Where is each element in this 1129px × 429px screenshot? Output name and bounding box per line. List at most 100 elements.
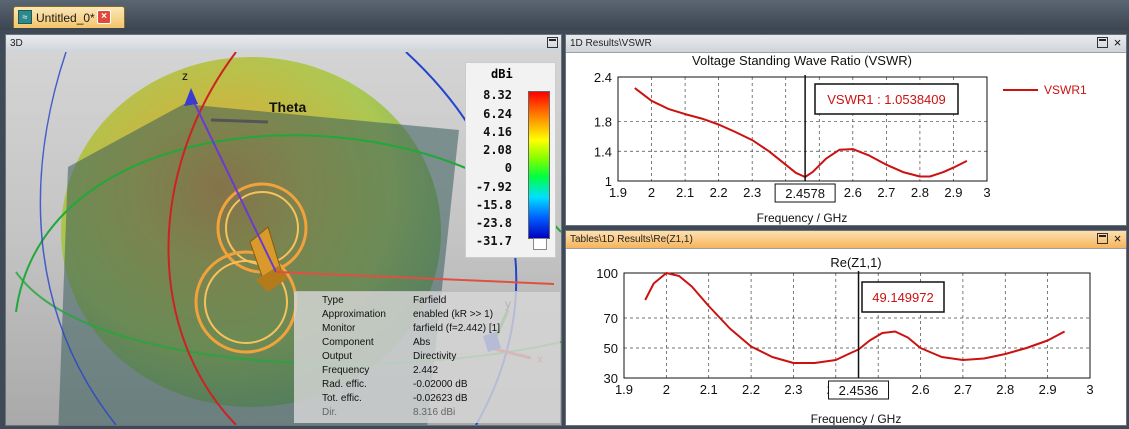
- y-tick-label: 100: [596, 266, 618, 281]
- farfield-info-table: Type Farfield Approximation enabled (kR >>…: [294, 291, 560, 423]
- x-tick-label: 2: [663, 382, 670, 397]
- chart-axes: 1.922.12.22.32.42.52.62.72.82.9310070503…: [596, 266, 1093, 397]
- panel-rez-titlebar: Tables\1D Results\Re(Z1,1) ×: [566, 231, 1126, 249]
- panel-rez-title: Tables\1D Results\Re(Z1,1): [570, 234, 693, 245]
- marker-value-label: VSWR1 : 1.0538409: [827, 92, 946, 107]
- x-axis-title: Frequency / GHz: [811, 412, 902, 425]
- panel-vswr-title: 1D Results\VSWR: [570, 38, 652, 49]
- x-tick-label: 1.9: [615, 382, 633, 397]
- legend-tick: -23.8: [475, 216, 512, 230]
- rez-chart[interactable]: Re(Z1,1) 1.922.12.22.32.42.52.62.72.82.9…: [566, 249, 1126, 425]
- chart-marker: 2.4578 VSWR1 : 1.0538409: [774, 75, 959, 203]
- document-tab-bar: ≈ Untitled_0* ×: [0, 0, 1129, 30]
- y-tick-label: 1.8: [594, 115, 612, 130]
- y-tick-label: 1.4: [594, 144, 612, 159]
- y-tick-label: 30: [604, 371, 618, 386]
- x-tick-label: 2: [648, 185, 655, 200]
- x-tick-label: 2.9: [1039, 382, 1057, 397]
- x-tick-label: 2.2: [710, 185, 728, 200]
- legend-tick: -15.8: [475, 198, 512, 212]
- panel-vswr-titlebar: 1D Results\VSWR ×: [566, 35, 1126, 53]
- legend-tick: 8.32: [483, 88, 512, 102]
- x-tick-label: 2.8: [996, 382, 1014, 397]
- chart-marker: 2.4536 49.149972: [828, 271, 945, 400]
- maximize-icon[interactable]: [547, 37, 558, 48]
- close-tab-icon[interactable]: ×: [97, 10, 111, 24]
- info-row: Tot. effic. -0.02623 dB: [322, 393, 468, 404]
- x-tick-label: 2.2: [742, 382, 760, 397]
- marker-x-label: 2.4578: [785, 186, 825, 201]
- legend-tick: 0: [504, 161, 512, 175]
- marker-value-box: [861, 281, 945, 313]
- marker-x-label: 2.4536: [839, 383, 879, 398]
- x-tick-label: 2.6: [912, 382, 930, 397]
- info-row: Monitor farfield (f=2.442) [1]: [322, 323, 500, 334]
- plot-frame: [623, 272, 1091, 379]
- legend-color-bar-end: [533, 238, 547, 250]
- x-tick-label: 2.7: [954, 382, 972, 397]
- chart-series: [634, 87, 968, 178]
- legend-tick: 2.08: [483, 143, 512, 157]
- theta-arrow: [210, 118, 269, 124]
- x-tick-label: 2.1: [700, 382, 718, 397]
- vswr-chart[interactable]: Voltage Standing Wave Ratio (VSWR) 1.9 2 2…: [566, 53, 1126, 225]
- y-tick-label: 2.4: [594, 70, 612, 85]
- phi-arc-red: [167, 52, 237, 425]
- y-tick-label: 1: [605, 174, 612, 189]
- panel-vswr: 1D Results\VSWR × Voltage Standing Wave …: [565, 34, 1127, 226]
- x-tick-label: 1.9: [609, 185, 627, 200]
- document-tab[interactable]: ≈ Untitled_0* ×: [13, 6, 125, 28]
- close-icon[interactable]: ×: [1113, 231, 1122, 246]
- phi-direction-line: [275, 271, 555, 285]
- app-icon: ≈: [18, 10, 32, 24]
- series-line: [644, 272, 1066, 364]
- chart-series: [644, 272, 1066, 364]
- chart-title: Voltage Standing Wave Ratio (VSWR): [692, 53, 912, 68]
- x-tick-label: 2.6: [844, 185, 862, 200]
- legend-entry: VSWR1: [1044, 83, 1087, 97]
- legend-color-bar: [528, 91, 550, 239]
- legend-tick: -7.92: [475, 180, 512, 194]
- close-icon[interactable]: ×: [1113, 35, 1122, 50]
- z-axis-label: z: [182, 69, 188, 83]
- x-tick-label: 2.3: [743, 185, 761, 200]
- feed-ring-lower-inner: [204, 260, 288, 344]
- maximize-icon[interactable]: [1097, 233, 1108, 244]
- info-row: Component Abs: [322, 337, 431, 348]
- x-axis-title: Frequency / GHz: [757, 211, 848, 225]
- x-tick-label: 3: [1086, 382, 1093, 397]
- legend-tick: 4.16: [483, 125, 512, 139]
- x-tick-label: 2.9: [944, 185, 962, 200]
- info-row: Dir. 8.316 dBi: [322, 407, 456, 418]
- info-row: Type Farfield: [322, 295, 447, 306]
- x-tick-label: 2.7: [877, 185, 895, 200]
- chart-title: Re(Z1,1): [830, 255, 881, 270]
- color-legend: dBi 8.32 6.24 4.16 2.08 0 -7.92 -15.8 -2…: [465, 62, 556, 258]
- marker-value-label: 49.149972: [872, 290, 933, 305]
- x-tick-label: 2.1: [676, 185, 694, 200]
- z-axis-line: [190, 95, 277, 273]
- x-tick-label: 3: [983, 185, 990, 200]
- marker-x-box: [828, 380, 890, 400]
- phi-arc-blue-left: [39, 52, 117, 425]
- info-row: Rad. effic. -0.02000 dB: [322, 379, 468, 390]
- z-axis-arrow: [184, 88, 198, 106]
- y-tick-label: 70: [604, 311, 618, 326]
- legend-tick: 6.24: [483, 107, 512, 121]
- marker-x-box: [774, 183, 836, 203]
- document-tab-label: Untitled_0*: [36, 11, 95, 25]
- x-tick-label: 2.8: [911, 185, 929, 200]
- panel-3d-titlebar: 3D: [6, 35, 561, 53]
- legend-unit: dBi: [491, 67, 513, 81]
- series-line: [634, 87, 968, 178]
- legend-tick: -31.7: [475, 234, 512, 248]
- panel-rez: Tables\1D Results\Re(Z1,1) × Re(Z1,1) 1.…: [565, 230, 1127, 426]
- y-tick-label: 50: [604, 341, 618, 356]
- x-tick-label: 2.3: [784, 382, 802, 397]
- info-row: Frequency 2.442: [322, 365, 439, 376]
- panel-3d-title: 3D: [10, 38, 23, 49]
- plot-frame: [617, 76, 988, 182]
- marker-value-box: [814, 83, 959, 115]
- info-row: Output Directivity: [322, 351, 457, 362]
- maximize-icon[interactable]: [1097, 37, 1108, 48]
